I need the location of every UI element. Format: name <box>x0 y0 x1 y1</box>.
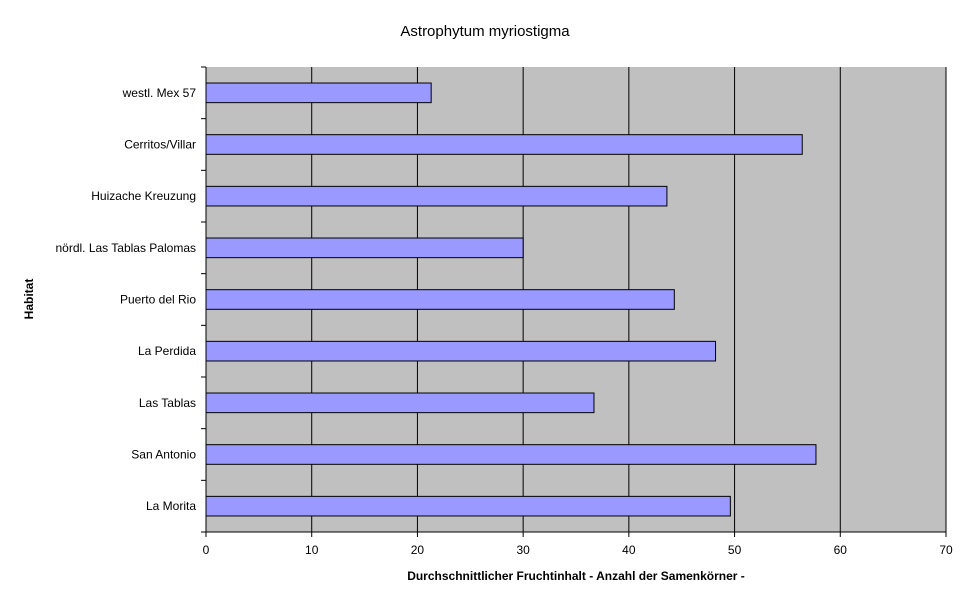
bar <box>205 340 717 362</box>
x-tick-label: 20 <box>411 543 425 557</box>
bar <box>205 134 803 155</box>
chart-title: Astrophytum myriostigma <box>400 23 570 40</box>
bar <box>205 82 432 104</box>
bar <box>205 237 524 259</box>
category-label: westl. Mex 57 <box>122 86 197 100</box>
x-tick-label: 50 <box>728 543 742 557</box>
x-tick-label: 10 <box>305 543 319 557</box>
bars <box>205 82 817 517</box>
bar <box>205 495 731 517</box>
category-label: Las Tablas <box>139 396 196 410</box>
category-label: San Antonio <box>131 448 196 462</box>
bar <box>205 444 817 465</box>
x-tick-label: 30 <box>516 543 530 557</box>
x-tick-labels: 0 10 20 30 40 50 60 70 <box>203 543 953 557</box>
category-label: La Perdida <box>138 344 196 358</box>
y-category-labels: westl. Mex 57 Cerritos/Villar Huizache Kre… <box>55 86 196 513</box>
bar <box>205 185 668 207</box>
x-axis-title: Durchschnittlicher Fruchtinhalt - Anzahl… <box>407 569 745 583</box>
x-tick-label: 40 <box>622 543 636 557</box>
axes <box>201 66 947 537</box>
category-label: La Morita <box>146 499 196 513</box>
bar <box>205 289 675 310</box>
category-label: nördl. Las Tablas Palomas <box>55 241 196 255</box>
category-label: Puerto del Rio <box>120 293 196 307</box>
x-tick-label: 70 <box>939 543 953 557</box>
category-label: Huizache Kreuzung <box>91 189 196 203</box>
y-axis-title: Habitat <box>22 279 36 320</box>
bar <box>205 392 595 414</box>
x-tick-label: 0 <box>203 543 210 557</box>
x-tick-label: 60 <box>834 543 848 557</box>
category-label: Cerritos/Villar <box>124 138 196 152</box>
